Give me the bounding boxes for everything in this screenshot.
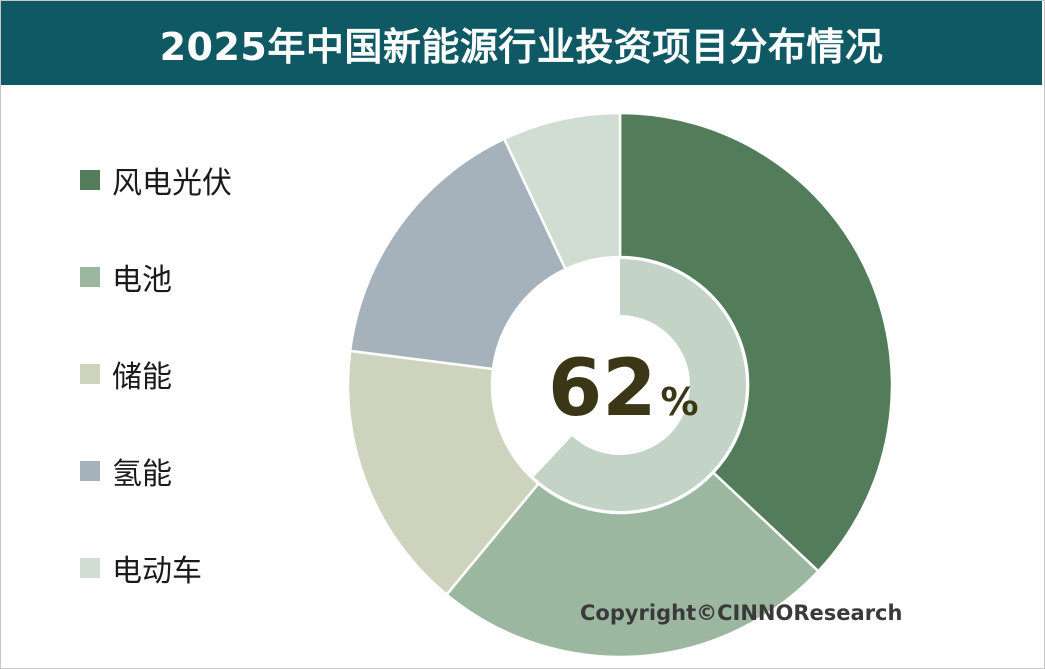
legend-item-hydrogen: 氢能 xyxy=(80,449,172,493)
legend-item-battery: 电池 xyxy=(80,255,172,299)
legend-label: 风电光伏 xyxy=(112,166,232,201)
legend-item-storage: 储能 xyxy=(80,352,172,396)
inner-ring-arc xyxy=(533,259,746,511)
copyright-text: Copyright©CINNOResearch xyxy=(580,601,903,625)
title-bar: 2025年中国新能源行业投资项目分布情况 xyxy=(1,1,1042,85)
legend-swatch xyxy=(80,170,100,190)
chart-title: 2025年中国新能源行业投资项目分布情况 xyxy=(159,24,884,69)
legend-label: 储能 xyxy=(112,360,172,395)
legend-swatch xyxy=(80,558,100,578)
legend-swatch xyxy=(80,461,100,481)
legend-label: 电池 xyxy=(112,263,172,298)
legend-item-wind-solar: 风电光伏 xyxy=(80,158,232,202)
legend-label: 电动车 xyxy=(112,554,202,589)
center-percentage-label: 62% xyxy=(548,344,699,434)
legend-swatch xyxy=(80,267,100,287)
legend-item-ev: 电动车 xyxy=(80,546,202,590)
legend-swatch xyxy=(80,364,100,384)
legend-label: 氢能 xyxy=(112,457,172,492)
